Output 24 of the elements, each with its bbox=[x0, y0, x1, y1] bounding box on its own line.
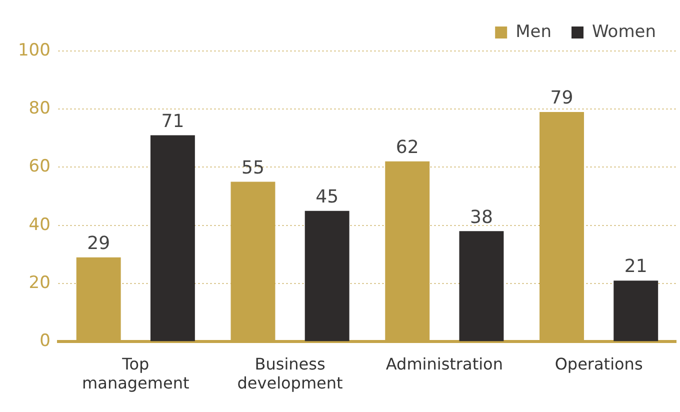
data-label: 55 bbox=[242, 157, 264, 178]
data-label: 45 bbox=[316, 186, 339, 208]
y-tick-label: 100 bbox=[18, 40, 50, 60]
data-label: 29 bbox=[87, 233, 110, 254]
bar bbox=[614, 280, 658, 342]
data-label: 62 bbox=[396, 137, 419, 158]
x-tick-label: Business development bbox=[237, 354, 343, 393]
bar bbox=[459, 231, 504, 342]
y-tick-label: 40 bbox=[28, 214, 50, 235]
data-label: 79 bbox=[550, 88, 574, 109]
data-label: 38 bbox=[470, 206, 493, 228]
x-tick-label: Operations bbox=[554, 354, 643, 374]
y-tick-label: 80 bbox=[28, 98, 50, 119]
x-tick-label: Administration bbox=[386, 354, 503, 374]
data-label: 71 bbox=[161, 110, 184, 132]
legend-label: Women bbox=[592, 22, 656, 42]
y-tick-label: 20 bbox=[28, 272, 50, 293]
legend-label: Men bbox=[516, 22, 552, 42]
y-tick-label: 60 bbox=[28, 156, 50, 177]
bar bbox=[304, 210, 350, 342]
bar bbox=[150, 135, 195, 342]
x-tick-label: Top management bbox=[82, 354, 190, 393]
data-label: 21 bbox=[624, 256, 648, 278]
y-tick-label: 0 bbox=[40, 331, 50, 352]
